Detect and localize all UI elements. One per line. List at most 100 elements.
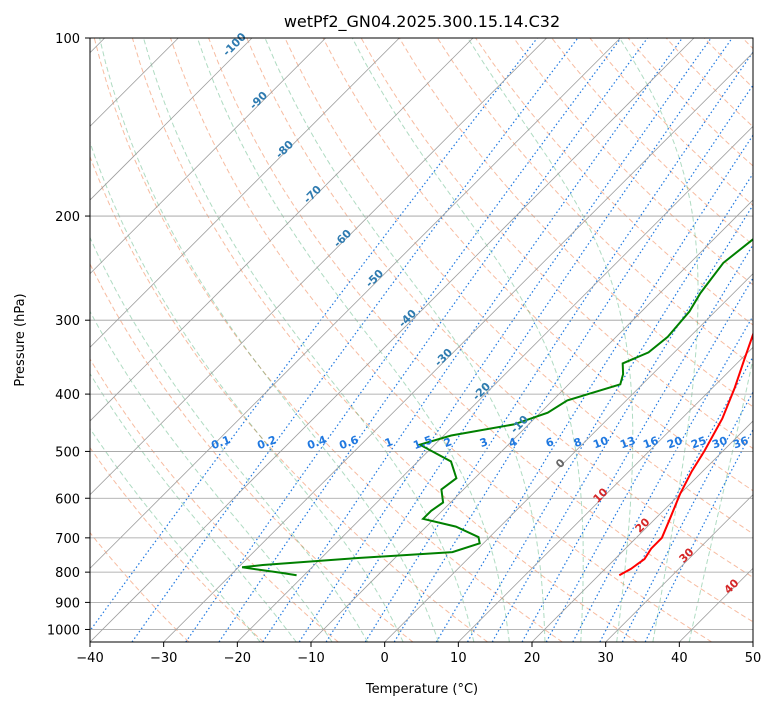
mixing-ratio-label: 30	[710, 434, 729, 452]
x-tick-label: 50	[745, 651, 762, 666]
isotherm-line	[90, 38, 326, 275]
mixing-ratio-line	[185, 38, 622, 642]
moist-adiabat	[90, 310, 333, 642]
moist-adiabat	[467, 38, 634, 642]
x-tick-label: −10	[297, 651, 324, 666]
mixing-ratio-label: 36	[731, 434, 750, 452]
isotherm-line	[163, 52, 753, 642]
isotherm-line	[605, 494, 753, 642]
moist-adiabat	[90, 140, 404, 642]
annotation-labels: -100 -90 -80-70 -60 -50 -40 -30 -20 -10 0.1 0.2 0.4…	[209, 30, 750, 597]
mixing-ratio-line	[545, 277, 753, 642]
mixing-ratio-label: 1.5	[411, 433, 434, 452]
x-tick-label: 0	[381, 651, 389, 666]
isotherm-label: -30	[432, 346, 455, 369]
dry-adiabat	[360, 38, 753, 450]
mixing-ratio-label: 1	[383, 435, 395, 450]
isotherm-line	[90, 38, 253, 201]
y-axis: 100 200 300 400 500 600 700 800 900 1000	[47, 32, 90, 638]
dry-adiabat	[90, 358, 339, 642]
dry-adiabat	[513, 38, 753, 286]
mixing-ratio-label: 16	[641, 434, 660, 452]
isotherm-label: -20	[470, 380, 493, 403]
warm-isotherm-label: 0	[553, 456, 568, 471]
x-tick-label: −20	[224, 651, 251, 666]
mixing-ratio-line	[262, 38, 683, 642]
moist-adiabat	[351, 38, 584, 642]
dry-adiabat	[90, 446, 264, 642]
mixing-ratio-line	[298, 38, 712, 642]
mixing-ratio-label: 10	[591, 434, 610, 452]
dry-adiabat	[322, 38, 753, 492]
mixing-ratio-label: 2	[442, 435, 454, 450]
dewpoint-profile	[241, 238, 753, 577]
mixing-ratio-line	[90, 38, 538, 632]
warm-isotherm-label: 30	[677, 545, 697, 565]
isotherm-label: -60	[331, 227, 354, 250]
y-axis-label: Pressure (hPa)	[13, 293, 28, 386]
mixing-ratio-label: 0.4	[305, 433, 328, 452]
mixing-ratio-label: 20	[665, 434, 684, 452]
isotherm-line	[90, 38, 621, 569]
mixing-ratio-label: 3	[478, 435, 490, 450]
moist-adiabat	[264, 38, 546, 642]
dry-adiabat	[742, 38, 753, 50]
moist-adiabat	[90, 236, 369, 642]
dry-adiabat	[90, 262, 414, 642]
y-tick-label: 700	[55, 532, 80, 547]
isotherm-label: -70	[301, 183, 324, 206]
y-tick-label: 300	[55, 314, 80, 329]
y-tick-label: 400	[55, 388, 80, 403]
mixing-ratio-label: 0.2	[255, 433, 278, 452]
isotherm-line	[458, 346, 753, 642]
grid	[90, 38, 753, 642]
mixing-ratio-label: 6	[544, 435, 556, 450]
chart-title: wetPf2_GN04.2025.300.15.14.C32	[284, 12, 560, 32]
mixing-ratio-label: 13	[618, 434, 637, 451]
y-tick-label: 100	[55, 32, 80, 47]
mixing-ratio-line	[393, 84, 753, 642]
isotherm-label: -10	[508, 413, 531, 436]
y-tick-label: 600	[55, 492, 80, 507]
mixing-ratio-line	[466, 172, 753, 642]
background-guides	[90, 38, 753, 642]
isotherm-label: -40	[396, 307, 419, 330]
isotherm-line	[90, 38, 547, 496]
dry-adiabat	[90, 155, 488, 642]
mixing-ratio-label: 0.1	[209, 433, 232, 452]
warm-isotherm-label: 40	[722, 576, 742, 596]
mixing-ratio-line	[491, 204, 753, 642]
isotherm-label: -100	[220, 30, 249, 59]
mixing-ratio-label: 0.6	[337, 433, 360, 452]
y-tick-label: 1000	[47, 623, 80, 638]
moist-adiabat	[619, 38, 699, 642]
x-tick-label: 40	[671, 651, 688, 666]
isotherm-line	[90, 38, 400, 348]
y-tick-label: 500	[55, 445, 80, 460]
x-tick-label: 20	[524, 651, 541, 666]
profiles	[241, 238, 753, 577]
isotherm-label: -50	[363, 267, 386, 290]
mixing-ratio-line	[435, 134, 753, 642]
isotherm-line	[752, 641, 753, 642]
dry-adiabat	[131, 38, 638, 642]
isotherm-line	[310, 199, 753, 642]
dry-adiabat	[284, 38, 753, 535]
isotherm-label: -80	[273, 138, 296, 161]
mixing-ratio-line	[131, 38, 579, 642]
mixing-ratio-label: 8	[572, 435, 584, 450]
isotherm-line	[679, 567, 753, 642]
temperature-profile	[618, 331, 753, 577]
warm-isotherm-label: 10	[591, 485, 611, 505]
moist-adiabat	[99, 38, 439, 642]
dry-adiabat	[436, 38, 753, 367]
moist-adiabat	[688, 356, 753, 642]
isotherm-line	[90, 38, 474, 422]
mixing-ratio-line	[364, 51, 753, 642]
isotherm-line	[237, 125, 753, 642]
moist-adiabat	[143, 38, 475, 642]
mixing-ratio-line	[521, 243, 753, 642]
x-axis: −40 −30 −20 −10 0 10 20 30 40 50	[76, 642, 761, 666]
isotherm-line	[90, 38, 695, 642]
